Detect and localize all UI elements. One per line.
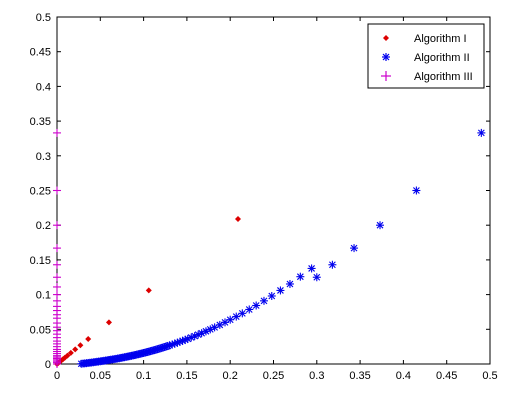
legend-item-algorithm-ii: Algorithm II (382, 52, 470, 64)
data-point-diamond (234, 215, 241, 222)
data-point-asterisk (296, 272, 305, 281)
x-tick-label: 0.15 (176, 370, 197, 382)
x-tick-label: 0.25 (263, 370, 284, 382)
y-tick-label: 0.5 (36, 12, 51, 24)
data-point-asterisk (215, 320, 224, 329)
legend: Algorithm I Algorithm II Algorithm III (367, 23, 485, 89)
data-point-asterisk (259, 296, 268, 305)
data-point-diamond (64, 352, 71, 359)
data-point-plus (53, 273, 61, 282)
x-tick-label: 0 (54, 370, 60, 382)
x-tick-label: 0.4 (396, 370, 411, 382)
data-point-plus (53, 186, 61, 195)
y-tick-label: 0.4 (36, 81, 51, 93)
legend-marker-diamond (383, 35, 389, 41)
data-point-asterisk (232, 312, 241, 321)
x-tick-label: 0.05 (90, 370, 111, 382)
legend-label-algorithm-i: Algorithm I (414, 33, 467, 45)
data-point-diamond (145, 287, 152, 294)
x-tick-label: 0.35 (349, 370, 370, 382)
data-point-asterisk (350, 244, 359, 253)
data-point-asterisk (376, 221, 385, 230)
series-layer (53, 128, 486, 368)
data-point-asterisk (412, 186, 421, 195)
data-point-asterisk (307, 264, 316, 273)
legend-marker-asterisk (382, 53, 390, 61)
legend-item-algorithm-i: Algorithm I (383, 33, 467, 45)
legend-marker-plus (381, 71, 391, 81)
legend-item-algorithm-iii: Algorithm III (381, 71, 473, 83)
x-tick-label: 0.3 (309, 370, 324, 382)
data-point-plus (53, 290, 61, 299)
y-axis: 0 0.05 0.1 0.15 0.2 0.25 0.3 0.35 0.4 0.45 0.5 (30, 12, 490, 371)
data-point-diamond (105, 319, 112, 326)
y-tick-label: 0.35 (30, 116, 51, 128)
data-point-asterisk (267, 291, 276, 300)
y-tick-label: 0.05 (30, 324, 51, 336)
x-axis: 0 0.05 0.1 0.15 0.2 0.25 0.3 0.35 0.4 0.45 0.5 (54, 17, 498, 382)
y-tick-label: 0.45 (30, 47, 51, 59)
x-tick-label: 0.1 (136, 370, 151, 382)
data-point-asterisk (328, 260, 337, 269)
data-point-plus (53, 282, 61, 291)
y-tick-label: 0.2 (36, 220, 51, 232)
data-point-plus (53, 260, 61, 269)
y-tick-label: 0.3 (36, 151, 51, 163)
data-point-asterisk (312, 273, 321, 282)
data-point-plus (53, 244, 61, 253)
series-3 (53, 128, 61, 368)
data-point-asterisk (276, 286, 285, 295)
data-point-asterisk (477, 128, 486, 137)
x-tick-label: 0.2 (223, 370, 238, 382)
series-1 (54, 215, 241, 367)
y-tick-label: 0.25 (30, 186, 51, 198)
data-point-asterisk (178, 336, 187, 345)
data-point-asterisk (165, 341, 174, 350)
data-point-diamond (67, 349, 74, 356)
series-2 (77, 128, 486, 368)
data-point-diamond (85, 336, 92, 343)
x-tick-label: 0.5 (482, 370, 497, 382)
legend-label-algorithm-iii: Algorithm III (414, 71, 473, 83)
y-tick-label: 0.15 (30, 255, 51, 267)
data-point-plus (53, 221, 61, 230)
legend-label-algorithm-ii: Algorithm II (414, 52, 470, 64)
x-tick-label: 0.45 (436, 370, 457, 382)
data-point-asterisk (245, 305, 254, 314)
y-tick-label: 0.1 (36, 290, 51, 302)
data-point-plus (53, 128, 61, 137)
data-point-asterisk (238, 309, 247, 318)
data-point-asterisk (226, 315, 235, 324)
data-point-asterisk (252, 301, 261, 310)
data-point-diamond (72, 346, 79, 353)
y-tick-label: 0 (45, 359, 51, 371)
data-point-asterisk (285, 279, 294, 288)
data-point-diamond (77, 342, 84, 349)
